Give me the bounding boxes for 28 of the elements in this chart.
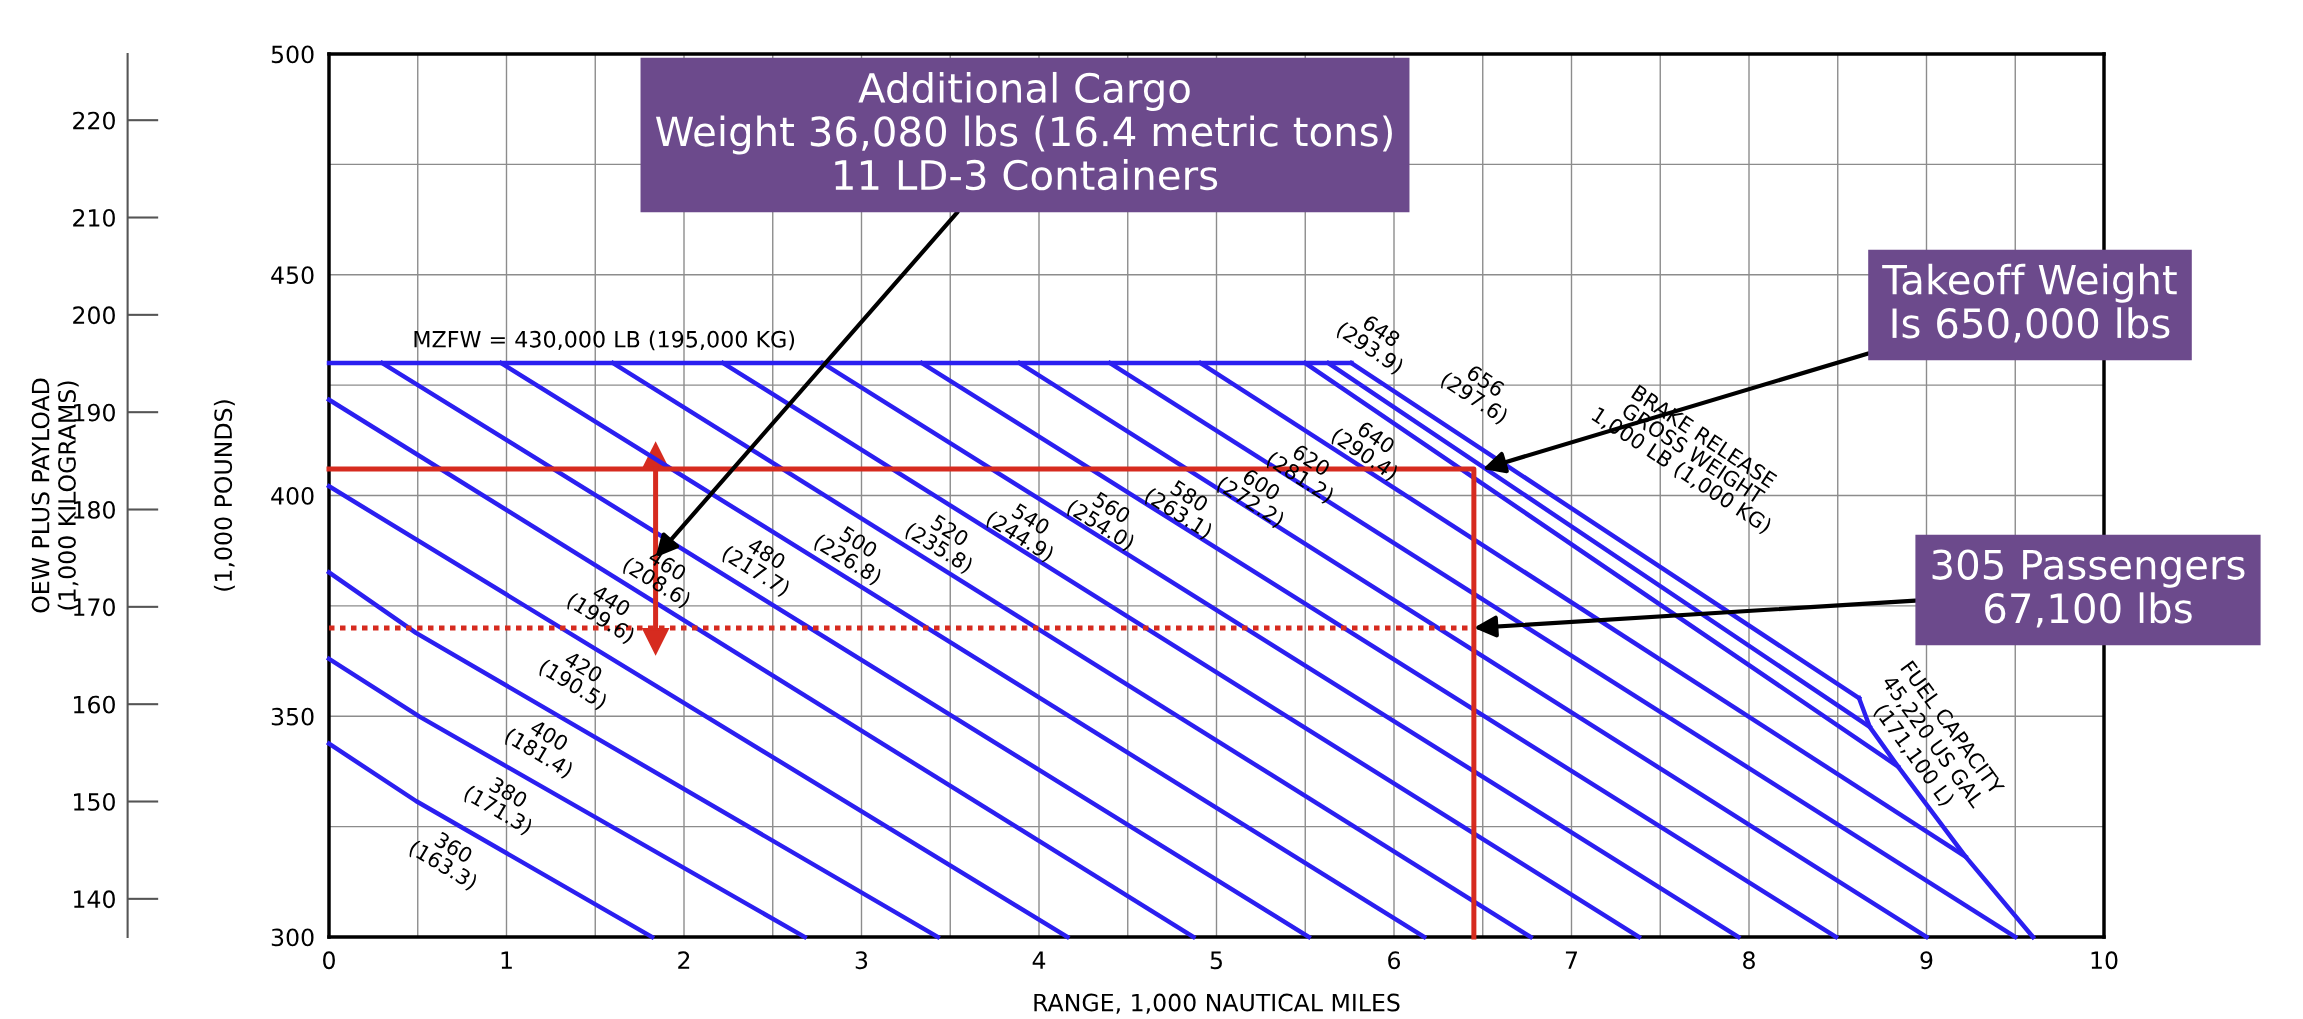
y-tick-label: 350	[271, 707, 314, 726]
x-axis-title: RANGE, 1,000 NAUTICAL MILES	[1034, 993, 1400, 1014]
x-tick-label: 3	[855, 951, 868, 970]
y-tick-label: 300	[271, 928, 314, 947]
x-tick-label: 5	[1210, 951, 1222, 970]
x-tick-label: 7	[1565, 951, 1577, 969]
y2-tick-label: 200	[73, 306, 115, 325]
y-axis-title: (1,000 POUNDS)	[213, 400, 235, 591]
x-tick-label: 8	[1743, 951, 1755, 970]
y-tick-label: 500	[271, 45, 314, 64]
x-tick-label: 4	[1032, 951, 1046, 969]
annotation: Additional Cargo Weight 36,080 lbs (16.4 metric tons) 11 LD-3 Containers	[655, 71, 1392, 191]
x-tick-label: 6	[1388, 951, 1401, 970]
y2-tick-label: 160	[74, 695, 115, 714]
x-tick-label: 9	[1920, 951, 1933, 970]
x-tick-label: 10	[2091, 951, 2118, 970]
y2-tick-label: 210	[73, 208, 115, 227]
series-label: MZFW = 430,000 LB (195,000 KG)	[414, 330, 795, 351]
y2-tick-label: 150	[74, 792, 115, 811]
y-tick-label: 450	[271, 266, 314, 285]
annotation: 305 Passengers 67,100 lbs	[1932, 549, 2245, 628]
x-tick-label: 2	[678, 951, 690, 969]
x-tick-label: 0	[323, 951, 335, 970]
annotation: Takeoff Weight Is 650,000 lbs	[1882, 263, 2177, 343]
y2-tick-label: 220	[73, 111, 115, 130]
y-tick-label: 400	[271, 486, 314, 505]
y2-tick-label: 140	[74, 890, 115, 909]
x-tick-label: 1	[501, 951, 512, 969]
